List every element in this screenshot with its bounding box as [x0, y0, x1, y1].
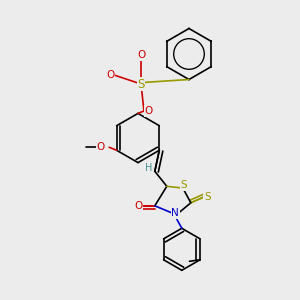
Text: S: S — [137, 77, 145, 91]
Text: S: S — [181, 180, 187, 190]
Text: S: S — [204, 192, 211, 202]
Text: O: O — [134, 201, 142, 211]
Text: N: N — [171, 208, 179, 218]
Text: H: H — [145, 163, 152, 173]
Text: O: O — [137, 50, 145, 61]
Text: O: O — [96, 142, 104, 152]
Text: O: O — [144, 106, 153, 116]
Text: O: O — [106, 70, 115, 80]
